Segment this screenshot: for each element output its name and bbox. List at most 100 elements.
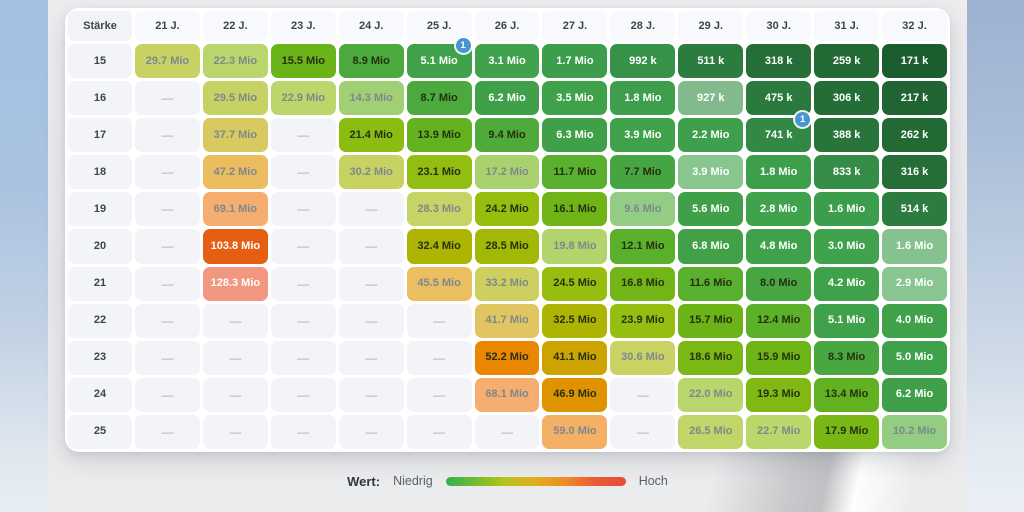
heatmap-cell[interactable]: 388 k [814,118,880,153]
column-header-age: 22 J. [202,11,268,41]
heatmap-cell[interactable]: 19.8 Mio [542,229,608,264]
heatmap-cell[interactable]: 47.2 Mio [202,155,268,190]
heatmap-cell[interactable]: 3.0 Mio [814,229,880,264]
heatmap-cell[interactable]: 18.6 Mio [678,340,744,375]
heatmap-cell[interactable]: 22.0 Mio [678,377,744,412]
heatmap-cell[interactable]: 10.2 Mio [882,414,947,449]
heatmap-cell[interactable]: 46.9 Mio [542,377,608,412]
heatmap-cell[interactable]: 32.4 Mio [406,229,472,264]
heatmap-cell[interactable]: 1.7 Mio [542,44,608,79]
heatmap-cell[interactable]: 217 k [882,81,947,116]
heatmap-cell[interactable]: 2.9 Mio [882,266,947,301]
heatmap-cell[interactable]: 992 k [610,44,676,79]
heatmap-cell[interactable]: 7.7 Mio [610,155,676,190]
heatmap-cell[interactable]: 22.9 Mio [270,81,336,116]
heatmap-cell[interactable]: 1.8 Mio [746,155,812,190]
heatmap-cell[interactable]: 511 k [678,44,744,79]
heatmap-cell[interactable]: 316 k [882,155,947,190]
heatmap-cell[interactable]: 8.7 Mio [406,81,472,116]
heatmap-cell[interactable]: 68.1 Mio [474,377,540,412]
heatmap-cell[interactable]: 41.1 Mio [542,340,608,375]
heatmap-cell[interactable]: 8.9 Mio [338,44,404,79]
heatmap-cell[interactable]: 11.7 Mio [542,155,608,190]
heatmap-cell[interactable]: 29.7 Mio [135,44,200,79]
heatmap-cell[interactable]: 69.1 Mio [202,192,268,227]
heatmap-cell[interactable]: 1.8 Mio [610,81,676,116]
heatmap-cell[interactable]: 16.8 Mio [610,266,676,301]
heatmap-cell[interactable]: 30.2 Mio [338,155,404,190]
cell-value: 29.5 Mio [213,91,258,104]
heatmap-cell[interactable]: 927 k [678,81,744,116]
heatmap-cell[interactable]: 3.9 Mio [678,155,744,190]
heatmap-cell[interactable]: 8.3 Mio [814,340,880,375]
heatmap-cell[interactable]: 2.2 Mio [678,118,744,153]
heatmap-cell[interactable]: 8.0 Mio [746,266,812,301]
heatmap-cell[interactable]: 9.6 Mio [610,192,676,227]
heatmap-cell[interactable]: 37.7 Mio [202,118,268,153]
heatmap-cell[interactable]: 12.4 Mio [746,303,812,338]
heatmap-cell[interactable]: 262 k [882,118,947,153]
heatmap-cell[interactable]: 22.7 Mio [746,414,812,449]
heatmap-cell[interactable]: 28.5 Mio [474,229,540,264]
heatmap-cell[interactable]: 475 k [746,81,812,116]
heatmap-cell[interactable]: 9.4 Mio [474,118,540,153]
heatmap-cell[interactable]: 15.9 Mio [746,340,812,375]
heatmap-cell[interactable]: 17.2 Mio [474,155,540,190]
heatmap-cell[interactable]: 4.2 Mio [814,266,880,301]
heatmap-cell[interactable]: 12.1 Mio [610,229,676,264]
heatmap-cell[interactable]: 11.6 Mio [678,266,744,301]
heatmap-cell[interactable]: 59.0 Mio [542,414,608,449]
heatmap-cell[interactable]: 4.8 Mio [746,229,812,264]
heatmap-cell[interactable]: 33.2 Mio [474,266,540,301]
heatmap-cell[interactable]: 306 k [814,81,880,116]
heatmap-cell[interactable]: 16.1 Mio [542,192,608,227]
heatmap-cell[interactable]: 24.5 Mio [542,266,608,301]
heatmap-cell[interactable]: 32.5 Mio [542,303,608,338]
heatmap-cell[interactable]: 21.4 Mio [338,118,404,153]
heatmap-cell[interactable]: 1.6 Mio [882,229,947,264]
heatmap-cell[interactable]: 30.6 Mio [610,340,676,375]
heatmap-cell[interactable]: 26.5 Mio [678,414,744,449]
heatmap-cell[interactable]: 259 k [814,44,880,79]
heatmap-cell[interactable]: 5.1 Mio 1 [406,38,472,79]
heatmap-cell[interactable]: 5.1 Mio [814,303,880,338]
heatmap-cell[interactable]: 3.5 Mio [542,81,608,116]
heatmap-cell[interactable]: 6.2 Mio [882,377,947,412]
heatmap-cell[interactable]: 52.2 Mio [474,340,540,375]
heatmap-cell[interactable]: 3.9 Mio [610,118,676,153]
heatmap-cell[interactable]: 103.8 Mio [202,229,268,264]
heatmap-cell[interactable]: 17.9 Mio [814,414,880,449]
heatmap-cell[interactable]: 41.7 Mio [474,303,540,338]
heatmap-cell[interactable]: 45.5 Mio [406,266,472,301]
heatmap-cell[interactable]: 4.0 Mio [882,303,947,338]
heatmap-cell[interactable]: 128.3 Mio [202,266,268,301]
heatmap-cell[interactable]: 833 k [814,155,880,190]
heatmap-cell[interactable]: 22.3 Mio [202,44,268,79]
heatmap-cell[interactable]: 5.6 Mio [678,192,744,227]
heatmap-cell[interactable]: 28.3 Mio [406,192,472,227]
heatmap-cell[interactable]: 318 k [746,44,812,79]
heatmap-cell-empty: — [135,155,200,190]
heatmap-cell[interactable]: 5.0 Mio [882,340,947,375]
heatmap-cell[interactable]: 19.3 Mio [746,377,812,412]
heatmap-cell[interactable]: 514 k [882,192,947,227]
corner-header-strength: Stärke [68,11,132,41]
heatmap-cell[interactable]: 2.8 Mio [746,192,812,227]
heatmap-cell[interactable]: 13.4 Mio [814,377,880,412]
heatmap-cell[interactable]: 23.1 Mio [406,155,472,190]
heatmap-cell[interactable]: 29.5 Mio [202,81,268,116]
heatmap-cell[interactable]: 15.5 Mio [270,44,336,79]
heatmap-cell[interactable]: 13.9 Mio [406,118,472,153]
heatmap-cell[interactable]: 14.3 Mio [338,81,404,116]
heatmap-cell[interactable]: 6.3 Mio [542,118,608,153]
heatmap-cell[interactable]: 171 k [882,44,947,79]
cell-value: 14.3 Mio [349,91,393,104]
heatmap-cell[interactable]: 15.7 Mio [678,303,744,338]
heatmap-cell[interactable]: 6.2 Mio [474,81,540,116]
heatmap-cell[interactable]: 6.8 Mio [678,229,744,264]
heatmap-cell[interactable]: 1.6 Mio [814,192,880,227]
heatmap-cell[interactable]: 3.1 Mio [474,44,540,79]
heatmap-cell[interactable]: 24.2 Mio [474,192,540,227]
heatmap-cell[interactable]: 23.9 Mio [610,303,676,338]
